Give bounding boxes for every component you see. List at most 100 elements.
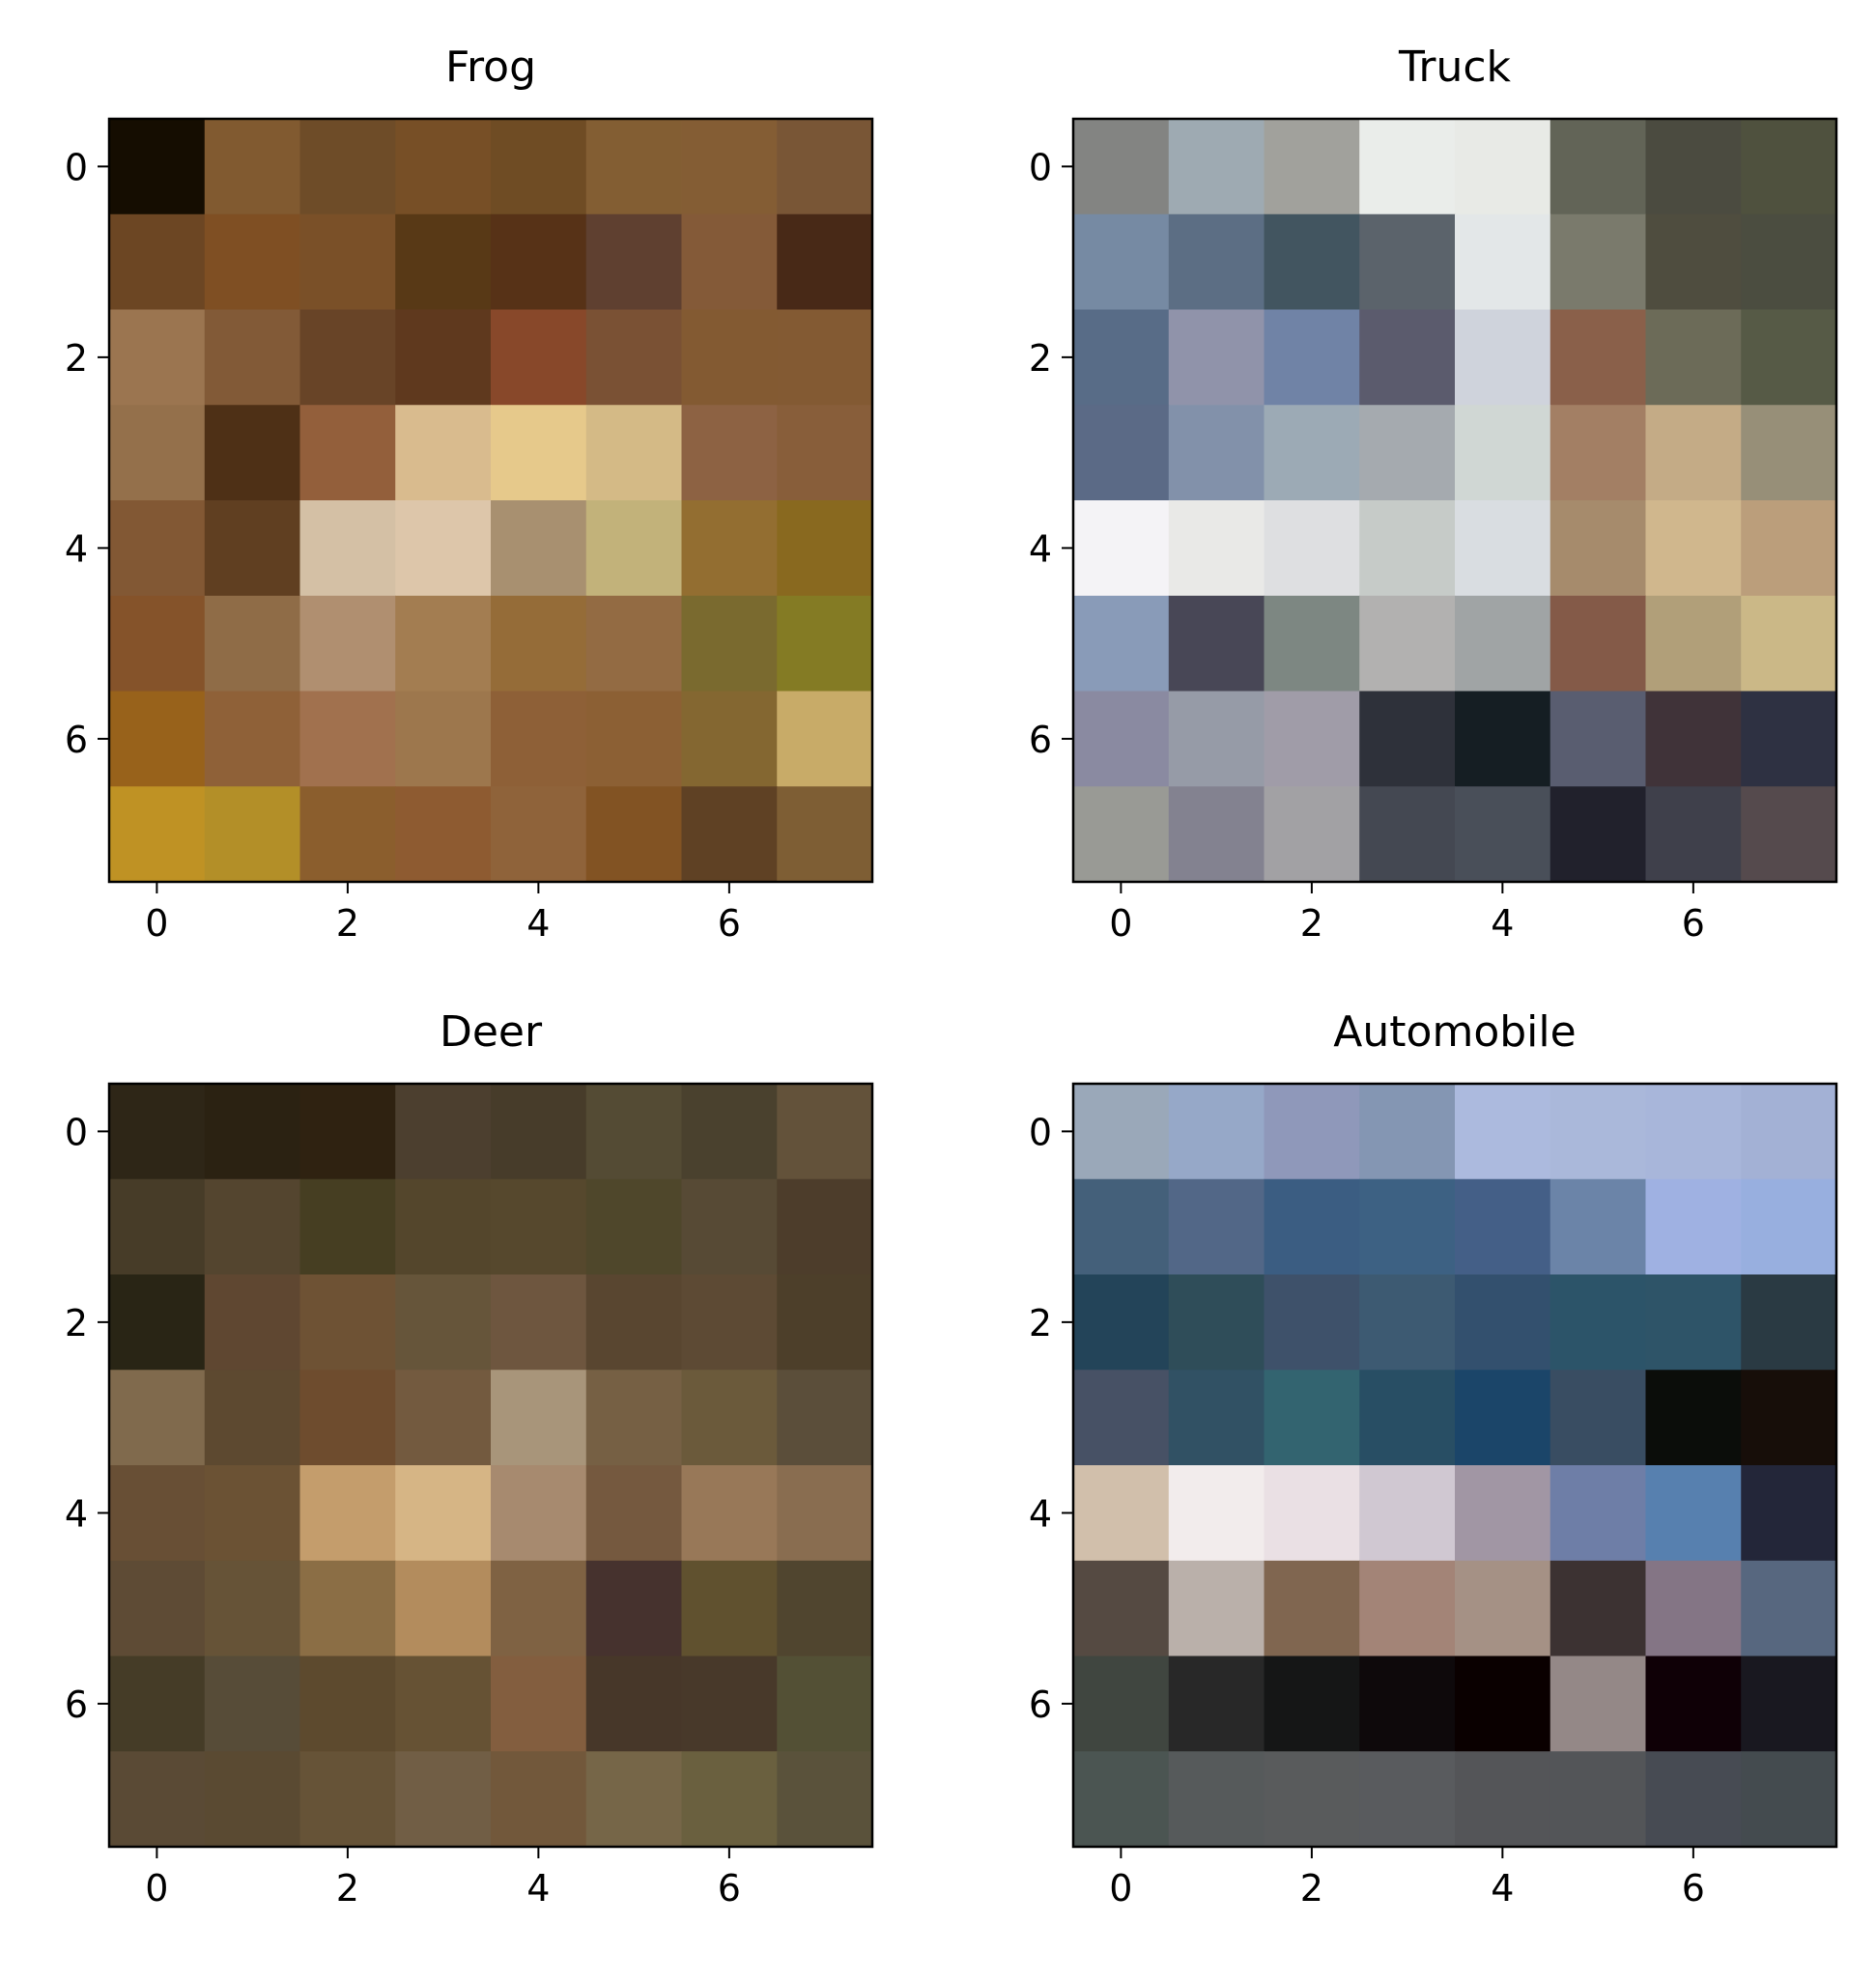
pixel-cell [1741,1370,1837,1466]
pixel-cell [109,1370,206,1466]
pixel-cell [585,1465,683,1562]
pixel-cell [585,691,683,787]
pixel-cell [109,309,206,406]
pixel-cell [1455,1178,1551,1276]
pixel-cell [109,1178,206,1276]
y-tick-label: 4 [65,527,88,570]
pixel-cell [1645,119,1742,215]
pixel-cell [1741,500,1837,597]
pixel-cell [777,119,873,215]
pixel-cell [1168,1560,1265,1657]
pixel-cell [1455,405,1551,501]
pixel-cell [204,119,301,215]
pixel-cell [109,500,206,597]
pixel-cell [299,1560,396,1657]
x-tick-label: 0 [1109,902,1132,945]
pixel-cell [204,1370,301,1466]
pixel-cell [299,1178,396,1276]
pixel-cell [1168,691,1265,787]
pixel-cell [204,1274,301,1371]
pixel-cell [1073,786,1170,883]
pixel-cell [1549,1465,1647,1562]
pixel-cell [681,309,778,406]
x-tick-label: 4 [526,902,550,945]
pixel-cell [1549,691,1647,787]
pixel-cell [1645,1178,1742,1276]
axes-frame [1071,117,1838,884]
y-tick-label: 4 [65,1492,88,1535]
pixel-cell [1741,595,1837,693]
pixel-cell [1741,1656,1837,1752]
pixel-cell [299,213,396,311]
pixel-cell [204,405,301,501]
pixel-cell [1455,1370,1551,1466]
pixel-cell [585,1370,683,1466]
pixel-cell [299,1751,396,1848]
pixel-cell [1741,1560,1837,1657]
pixel-cell [395,405,492,501]
pixel-cell [395,213,492,311]
pixel-cell [109,1560,206,1657]
pixel-cell [1168,595,1265,693]
x-tick-label: 0 [1109,1867,1132,1910]
x-tick-label: 0 [145,902,168,945]
pixel-cell [777,1656,873,1752]
pixel-cell [1264,1370,1360,1466]
pixel-cell [1549,1178,1647,1276]
pixel-cell [1359,1178,1456,1276]
pixel-cell [491,1084,587,1180]
pixel-cell [585,1178,683,1276]
panel-title-truck: Truck [1398,42,1512,92]
pixel-cell [204,500,301,597]
x-tick-label: 2 [1300,902,1323,945]
pixel-cell [681,1751,778,1848]
pixel-cell [1359,1370,1456,1466]
pixel-cell [1549,405,1647,501]
pixel-cell [299,595,396,693]
pixel-cell [1359,1465,1456,1562]
pixel-cell [585,1084,683,1180]
x-tick-label: 0 [145,1867,168,1910]
pixel-cell [299,1370,396,1466]
pixel-cell [395,1465,492,1562]
pixel-cell [1455,309,1551,406]
pixel-cell [299,309,396,406]
pixel-cell [1549,1370,1647,1466]
pixel-cell [491,1560,587,1657]
pixel-cell [204,1084,301,1180]
pixel-cell [395,595,492,693]
pixel-cell [395,1084,492,1180]
pixel-cell [681,1656,778,1752]
pixel-cell [1168,309,1265,406]
pixel-cell [1359,595,1456,693]
pixel-cell [109,786,206,883]
y-tick-label: 2 [65,337,88,380]
pixel-cell [1168,1751,1265,1848]
panel-automobile: 0 2 4 6 0 2 4 6 [1029,1082,1838,1910]
pixel-cell [1549,1656,1647,1752]
pixel-cell [777,1084,873,1180]
pixel-cell [681,1084,778,1180]
pixel-cell [681,1274,778,1371]
pixel-cell [681,595,778,693]
pixel-cell [1359,1274,1456,1371]
pixel-cell [1264,595,1360,693]
pixel-cell [1264,1560,1360,1657]
pixel-cell [777,405,873,501]
pixel-cell [1359,405,1456,501]
pixel-cell [1645,213,1742,311]
x-tick-label: 2 [1300,1867,1323,1910]
pixel-cell [1264,1274,1360,1371]
pixel-cell [681,213,778,311]
panel-deer: 0 2 4 6 0 2 4 6 [65,1082,874,1910]
pixel-cell [491,1751,587,1848]
pixel-cell [1741,691,1837,787]
pixel-cell [1549,309,1647,406]
pixel-cell [681,119,778,215]
pixel-cell [585,1656,683,1752]
pixel-cell [491,405,587,501]
pixel-cell [1645,309,1742,406]
pixel-cell [109,691,206,787]
pixel-cell [1168,1465,1265,1562]
pixel-cell [1645,1084,1742,1180]
